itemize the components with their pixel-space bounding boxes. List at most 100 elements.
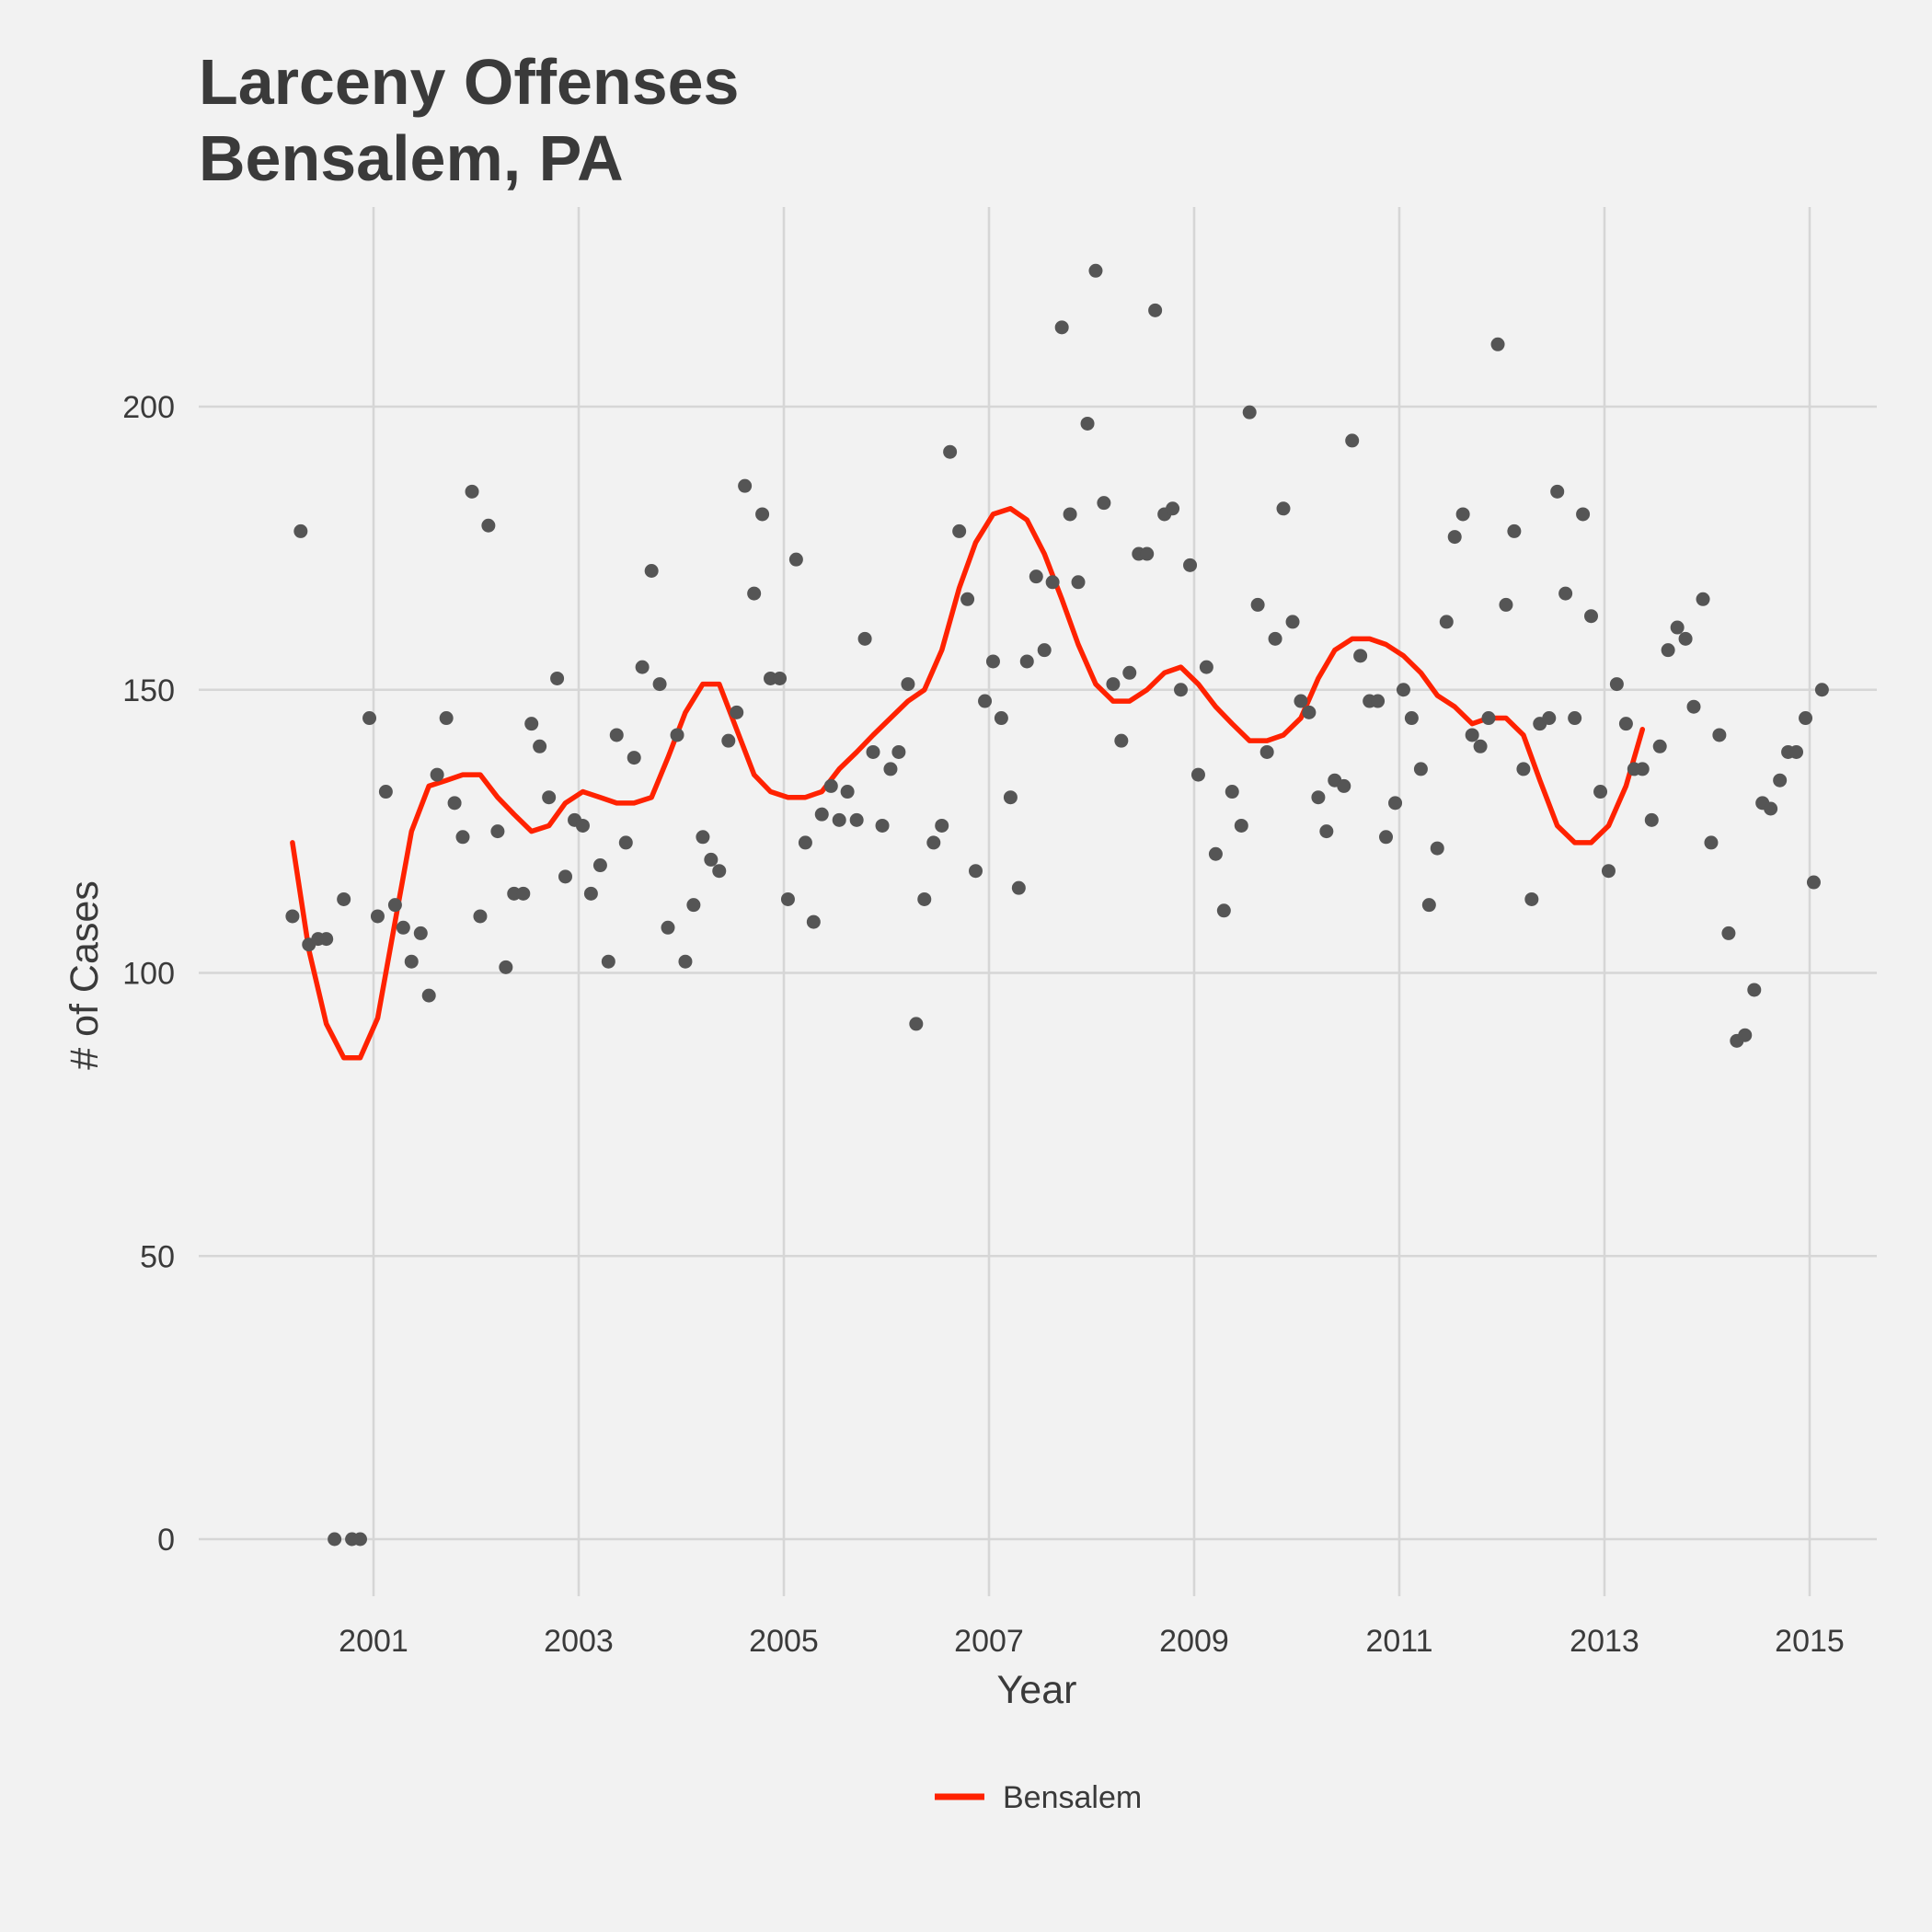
y-axis-title: # of Cases [63,880,107,1070]
data-point-110 [1225,785,1239,799]
data-point-171 [1747,983,1762,997]
data-point-176 [1789,744,1804,759]
data-point-127 [1371,694,1386,708]
data-point-57 [773,671,788,685]
data-point-65 [840,785,855,799]
data-point-67 [857,631,872,646]
data-point-72 [901,677,915,692]
data-point-86 [1019,654,1034,669]
data-point-75 [926,835,941,850]
data-point-24 [490,824,505,839]
chart-title-line-2: Bensalem, PA [199,122,624,194]
data-point-137 [1455,507,1470,522]
data-point-4 [319,932,334,947]
data-point-69 [875,818,890,833]
data-point-5 [328,1532,342,1547]
data-point-15 [413,926,428,940]
data-point-165 [1696,592,1710,606]
data-point-160 [1652,739,1667,753]
data-point-91 [1063,507,1077,522]
x-tick-label-2013: 2013 [1570,1624,1639,1659]
data-point-153 [1593,785,1608,799]
data-point-161 [1661,643,1675,658]
x-tick-label-2005: 2005 [749,1624,819,1659]
data-point-45 [670,728,684,742]
data-point-35 [583,886,598,901]
data-point-1 [293,523,308,538]
trend-line-layer [290,506,1646,1061]
data-point-81 [978,694,993,708]
data-point-97 [1114,733,1129,748]
data-point-106 [1190,767,1205,782]
data-point-37 [601,954,615,969]
data-point-88 [1037,643,1052,658]
data-point-50 [712,864,727,879]
data-point-151 [1576,507,1591,522]
data-point-178 [1806,875,1821,890]
data-point-115 [1268,631,1282,646]
data-point-136 [1447,530,1462,545]
y-tick-label-100: 100 [122,957,175,992]
data-point-96 [1106,677,1121,692]
x-axis-title: Year [997,1668,1077,1712]
data-point-140 [1481,711,1496,726]
data-point-76 [935,818,949,833]
data-point-138 [1465,728,1479,742]
data-point-52 [730,705,744,719]
data-point-119 [1302,705,1317,719]
data-point-54 [747,586,762,601]
data-point-42 [644,563,659,578]
legend: Bensalem [935,1780,1142,1815]
data-point-109 [1216,903,1231,918]
data-point-104 [1174,683,1189,697]
data-point-129 [1388,796,1403,811]
data-point-135 [1439,615,1454,629]
data-point-174 [1773,773,1788,788]
data-point-29 [533,739,547,753]
data-point-168 [1721,926,1736,940]
data-point-87 [1029,569,1043,584]
data-point-79 [960,592,975,606]
data-point-159 [1644,812,1659,827]
data-point-6 [337,891,351,906]
data-point-9 [362,711,377,726]
data-point-8 [353,1532,368,1547]
y-tick-label-50: 50 [140,1239,175,1274]
data-point-47 [686,898,701,913]
data-point-152 [1584,609,1599,624]
tick-labels: 0 50 100 150 200 2001 2003 2005 2007 2009 2011 2013… [122,390,1845,1659]
data-point-18 [439,711,454,726]
data-point-112 [1242,405,1257,420]
data-point-98 [1122,665,1137,680]
data-point-62 [814,807,829,822]
data-point-179 [1814,683,1829,697]
y-tick-label-150: 150 [122,673,175,708]
y-tick-label-0: 0 [157,1523,175,1558]
data-point-107 [1199,660,1213,674]
data-point-10 [370,909,385,924]
data-point-14 [404,954,419,969]
data-point-128 [1379,830,1394,845]
data-point-82 [985,654,1000,669]
x-tick-label-2007: 2007 [954,1624,1024,1659]
data-point-130 [1396,683,1410,697]
data-point-156 [1618,717,1633,731]
data-point-31 [550,671,565,685]
data-point-101 [1148,303,1163,317]
data-point-22 [473,909,488,924]
data-point-21 [465,484,479,499]
data-point-134 [1430,841,1444,856]
data-point-147 [1542,711,1557,726]
data-point-141 [1490,337,1505,351]
data-point-51 [721,733,736,748]
data-point-60 [798,835,812,850]
data-point-74 [917,891,932,906]
data-point-83 [994,711,1008,726]
data-point-164 [1686,699,1701,714]
x-tick-label-2011: 2011 [1365,1624,1432,1659]
data-point-19 [447,796,462,811]
data-point-78 [952,523,967,538]
data-point-68 [866,744,880,759]
data-point-111 [1234,818,1248,833]
